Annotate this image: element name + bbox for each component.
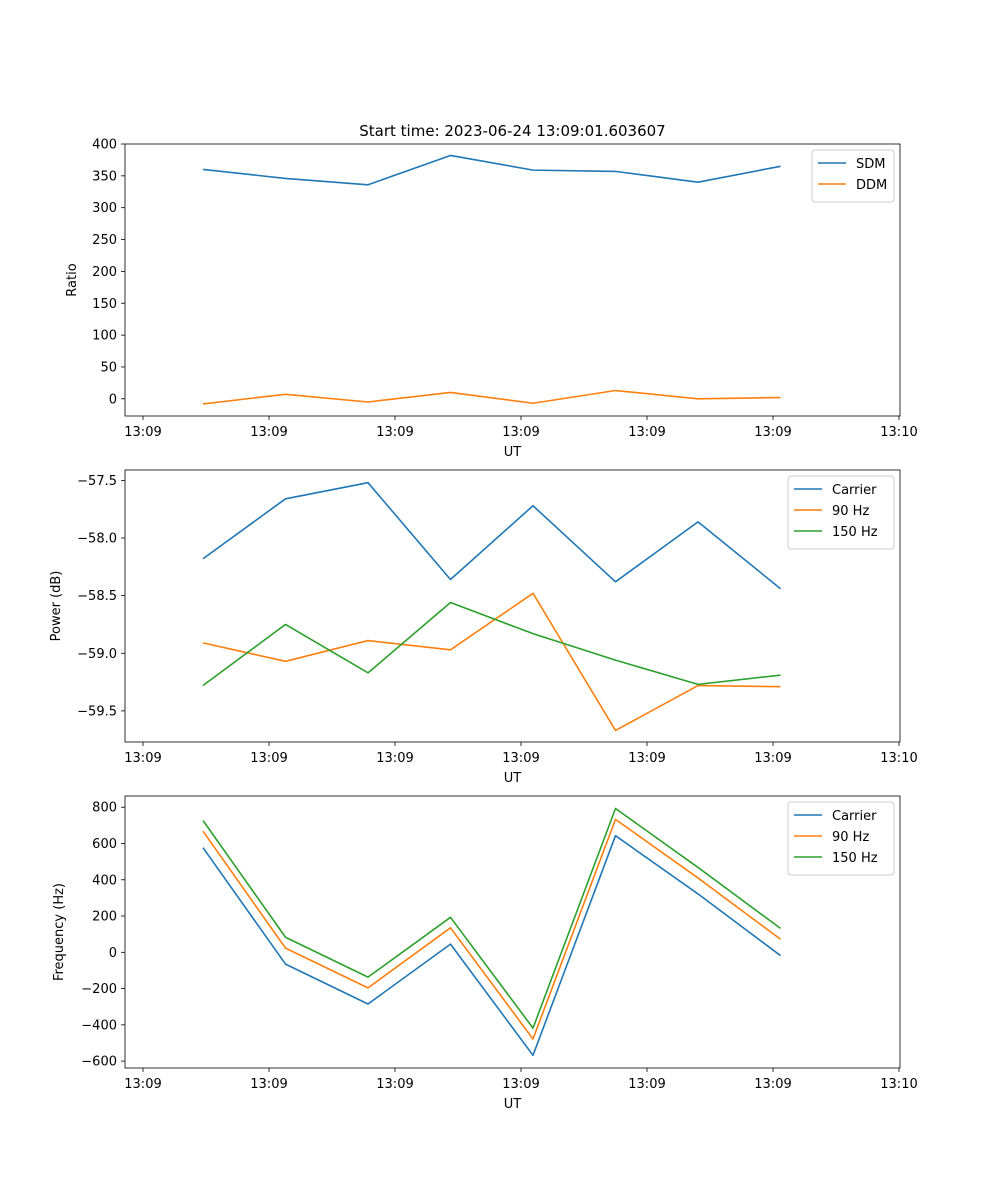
- legend-label: Carrier: [832, 483, 877, 498]
- x-tick-label: 13:09: [124, 751, 161, 766]
- y-tick-label: 150: [92, 297, 117, 312]
- y-tick-label: −58.0: [77, 532, 117, 547]
- x-tick-label: 13:09: [376, 751, 413, 766]
- series-line-150-hz: [202, 807, 781, 1029]
- y-tick-label: −58.5: [77, 589, 117, 604]
- legend: Carrier 90 Hz 150 Hz: [787, 801, 895, 876]
- y-tick-label: 250: [92, 233, 117, 248]
- x-tick-label: 13:09: [628, 751, 665, 766]
- subplot-2: 13:09 13:09 13:09 13:09 13:09 13:09 13:10 −57.5…: [49, 469, 918, 786]
- y-tick-label: 350: [92, 169, 117, 184]
- x-tick-label: 13:09: [502, 751, 539, 766]
- series-line-ddm: [202, 389, 781, 405]
- series-line-150-hz: [202, 601, 781, 687]
- legend-label: 90 Hz: [832, 830, 869, 845]
- x-tick-label: 13:09: [754, 425, 791, 440]
- y-tick-label: −59.0: [77, 647, 117, 662]
- x-tick-label: 13:09: [502, 425, 539, 440]
- legend: SDM DDM: [811, 149, 895, 203]
- y-tick-label: 400: [92, 138, 117, 153]
- y-tick-label: −57.5: [77, 474, 117, 489]
- y-tick-label: 200: [92, 265, 117, 280]
- legend: Carrier 90 Hz 150 Hz: [787, 475, 895, 550]
- y-tick-label: 400: [92, 873, 117, 888]
- series-line-carrier: [202, 481, 782, 590]
- x-tick-label: 13:09: [124, 425, 161, 440]
- series-line-90-hz: [202, 818, 781, 1040]
- axes-frame: [124, 795, 901, 1069]
- y-tick-label: 800: [92, 801, 117, 816]
- axes-frame: [124, 469, 901, 743]
- y-tick-label: 600: [92, 837, 117, 852]
- subplot-3: 13:09 13:09 13:09 13:09 13:09 13:09 13:10 800 60…: [52, 795, 918, 1112]
- subplots-container: 13:09 13:09 13:09 13:09 13:09 13:09 13:10 0 50 10…: [49, 138, 918, 1113]
- x-tick-label: 13:10: [880, 1077, 917, 1092]
- y-tick-label: 100: [92, 329, 117, 344]
- legend-label: 150 Hz: [832, 525, 878, 540]
- x-tick-label: 13:09: [502, 1077, 539, 1092]
- x-tick-label: 13:09: [124, 1077, 161, 1092]
- y-tick-label: −200: [81, 982, 117, 997]
- axes-frame: [124, 143, 901, 417]
- x-axis-label: UT: [504, 771, 522, 786]
- y-axis-label: Power (dB): [49, 571, 64, 642]
- y-tick-label: 200: [92, 910, 117, 925]
- y-tick-label: −600: [81, 1055, 117, 1070]
- x-axis-label: UT: [504, 1097, 522, 1112]
- y-axis-label: Ratio: [65, 263, 80, 296]
- y-tick-label: 300: [92, 201, 117, 216]
- x-tick-label: 13:09: [250, 1077, 287, 1092]
- y-tick-label: 0: [109, 946, 117, 961]
- x-tick-label: 13:09: [628, 425, 665, 440]
- legend-label: Carrier: [832, 809, 877, 824]
- figure-title: Start time: 2023-06-24 13:09:01.603607: [359, 122, 665, 140]
- series-line-sdm: [202, 154, 781, 186]
- x-tick-label: 13:09: [628, 1077, 665, 1092]
- y-tick-label: −59.5: [77, 704, 117, 719]
- x-tick-label: 13:10: [880, 425, 917, 440]
- x-tick-label: 13:10: [880, 751, 917, 766]
- series-line-90-hz: [202, 592, 781, 732]
- y-tick-label: 0: [109, 392, 117, 407]
- y-axis-label: Frequency (Hz): [52, 883, 67, 981]
- legend-label: 90 Hz: [832, 504, 869, 519]
- x-tick-label: 13:09: [754, 751, 791, 766]
- x-tick-label: 13:09: [250, 425, 287, 440]
- legend-label: 150 Hz: [832, 851, 878, 866]
- y-tick-label: 50: [100, 360, 117, 375]
- x-tick-label: 13:09: [376, 425, 413, 440]
- subplot-1: 13:09 13:09 13:09 13:09 13:09 13:09 13:10 0 50 10…: [65, 138, 918, 461]
- x-tick-label: 13:09: [250, 751, 287, 766]
- series-line-carrier: [202, 834, 781, 1057]
- y-tick-label: −400: [81, 1018, 117, 1033]
- legend-label: SDM: [856, 157, 885, 172]
- x-tick-label: 13:09: [754, 1077, 791, 1092]
- legend-label: DDM: [856, 178, 887, 193]
- x-axis-label: UT: [504, 445, 522, 460]
- x-tick-label: 13:09: [376, 1077, 413, 1092]
